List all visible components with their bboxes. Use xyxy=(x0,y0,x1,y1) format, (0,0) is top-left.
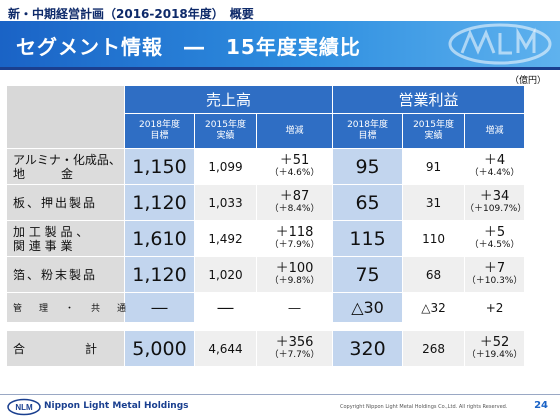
op-actual-cell: 31 xyxy=(402,184,466,221)
table-row: 加 工 製 品 、 関 連 事 業 1,610 1,492 ＋118 （＋7.9%… xyxy=(6,220,526,257)
op-change-cell: +2 xyxy=(464,292,526,323)
op-change-cell: ＋7 （＋10.3%） xyxy=(464,256,526,293)
nlm-logo-icon: NLM xyxy=(7,398,41,416)
sales-change-cell: ＋100 （＋9.8%） xyxy=(255,256,334,293)
nlm-watermark-logo xyxy=(448,23,552,65)
row-label: アルミナ・化成品、 地 金 xyxy=(6,148,125,185)
table-row: 管 理 ・ 共 通 ― ― ― △30 △32 +2 xyxy=(6,292,526,323)
op-actual-cell: 91 xyxy=(402,148,466,185)
sales-actual-cell: 1,033 xyxy=(194,184,257,221)
footer-divider xyxy=(0,394,560,395)
slide-title: セグメント情報 ― 15年度実績比 xyxy=(16,35,361,59)
total-op-target: 320 xyxy=(332,330,404,367)
title-banner: セグメント情報 ― 15年度実績比 xyxy=(0,21,560,67)
banner-underline xyxy=(0,67,560,70)
footer-company-name: Nippon Light Metal Holdings xyxy=(44,401,189,411)
op-change-cell: ＋34 （＋109.7%） xyxy=(464,184,526,221)
col-op-target: 2018年度 目標 xyxy=(332,113,404,149)
sales-actual-cell: 1,020 xyxy=(194,256,257,293)
row-label: 管 理 ・ 共 通 xyxy=(6,292,126,323)
col-op-actual: 2015年度 実績 xyxy=(402,113,466,149)
op-change-cell: ＋5 （＋4.5%） xyxy=(464,220,526,257)
sales-actual-cell: 1,099 xyxy=(194,148,257,185)
sales-change-cell: ＋51 （＋4.6%） xyxy=(255,148,334,185)
row-label: 箔、粉末製品 xyxy=(6,256,125,293)
table-corner xyxy=(6,85,125,149)
table-row: アルミナ・化成品、 地 金 1,150 1,099 ＋51 （＋4.6%） 95 … xyxy=(6,148,526,185)
total-row: 合 計 5,000 4,644 ＋356 （＋7.7%） 320 268 ＋52 （… xyxy=(6,330,526,367)
row-label: 加 工 製 品 、 関 連 事 業 xyxy=(6,220,125,257)
sales-change-cell: ＋118 （＋7.9%） xyxy=(255,220,334,257)
col-sales-actual: 2015年度 実績 xyxy=(194,113,257,149)
sales-target-cell: 1,120 xyxy=(124,256,195,293)
op-actual-cell: 110 xyxy=(402,220,466,257)
op-target-cell: 65 xyxy=(332,184,404,221)
op-actual-cell: 68 xyxy=(402,256,466,293)
sales-target-cell: ― xyxy=(124,292,195,323)
page-number: 24 xyxy=(534,400,548,411)
total-label: 合 計 xyxy=(6,330,125,367)
sales-change-cell: ＋87 （＋8.4%） xyxy=(255,184,334,221)
row-label: 板、押出製品 xyxy=(6,184,125,221)
op-change-cell: ＋4 （＋4.4%） xyxy=(464,148,526,185)
sales-target-cell: 1,610 xyxy=(124,220,195,257)
sales-change-cell: ― xyxy=(255,292,334,323)
op-target-cell: 115 xyxy=(332,220,404,257)
total-sales-change: ＋356 （＋7.7%） xyxy=(255,330,334,367)
row-separator xyxy=(6,322,525,331)
sales-target-cell: 1,150 xyxy=(124,148,195,185)
total-op-change: ＋52 （＋19.4%） xyxy=(464,330,526,367)
total-sales-target: 5,000 xyxy=(124,330,195,367)
op-target-cell: △30 xyxy=(332,292,404,323)
total-sales-actual: 4,644 xyxy=(194,330,257,367)
sales-actual-cell: 1,492 xyxy=(194,220,257,257)
unit-label: （億円） xyxy=(509,76,546,86)
sales-actual-cell: ― xyxy=(194,292,257,323)
col-sales-change: 増減 xyxy=(255,113,334,149)
col-op-change: 増減 xyxy=(464,113,526,149)
group-header-sales: 売上高 xyxy=(123,85,334,114)
col-sales-target: 2018年度 目標 xyxy=(124,113,195,149)
table-row: 箔、粉末製品 1,120 1,020 ＋100 （＋9.8%） 75 68 ＋7 （… xyxy=(6,256,526,293)
sales-target-cell: 1,120 xyxy=(124,184,195,221)
group-header-op-income: 営業利益 xyxy=(332,85,526,114)
op-target-cell: 95 xyxy=(332,148,404,185)
copyright-notice: Copyright Nippon Light Metal Holdings Co… xyxy=(340,404,508,410)
table-row: 板、押出製品 1,120 1,033 ＋87 （＋8.4%） 65 31 ＋34 （… xyxy=(6,184,526,221)
total-op-actual: 268 xyxy=(402,330,466,367)
segment-table: 売上高 営業利益 2018年度 目標 2015年度 実績 増減 2018年度 目標 2… xyxy=(6,85,526,367)
svg-text:NLM: NLM xyxy=(15,403,33,412)
op-target-cell: 75 xyxy=(332,256,404,293)
op-actual-cell: △32 xyxy=(402,292,466,323)
top-title: 新・中期経営計画（2016-2018年度） 概要 xyxy=(8,7,254,21)
